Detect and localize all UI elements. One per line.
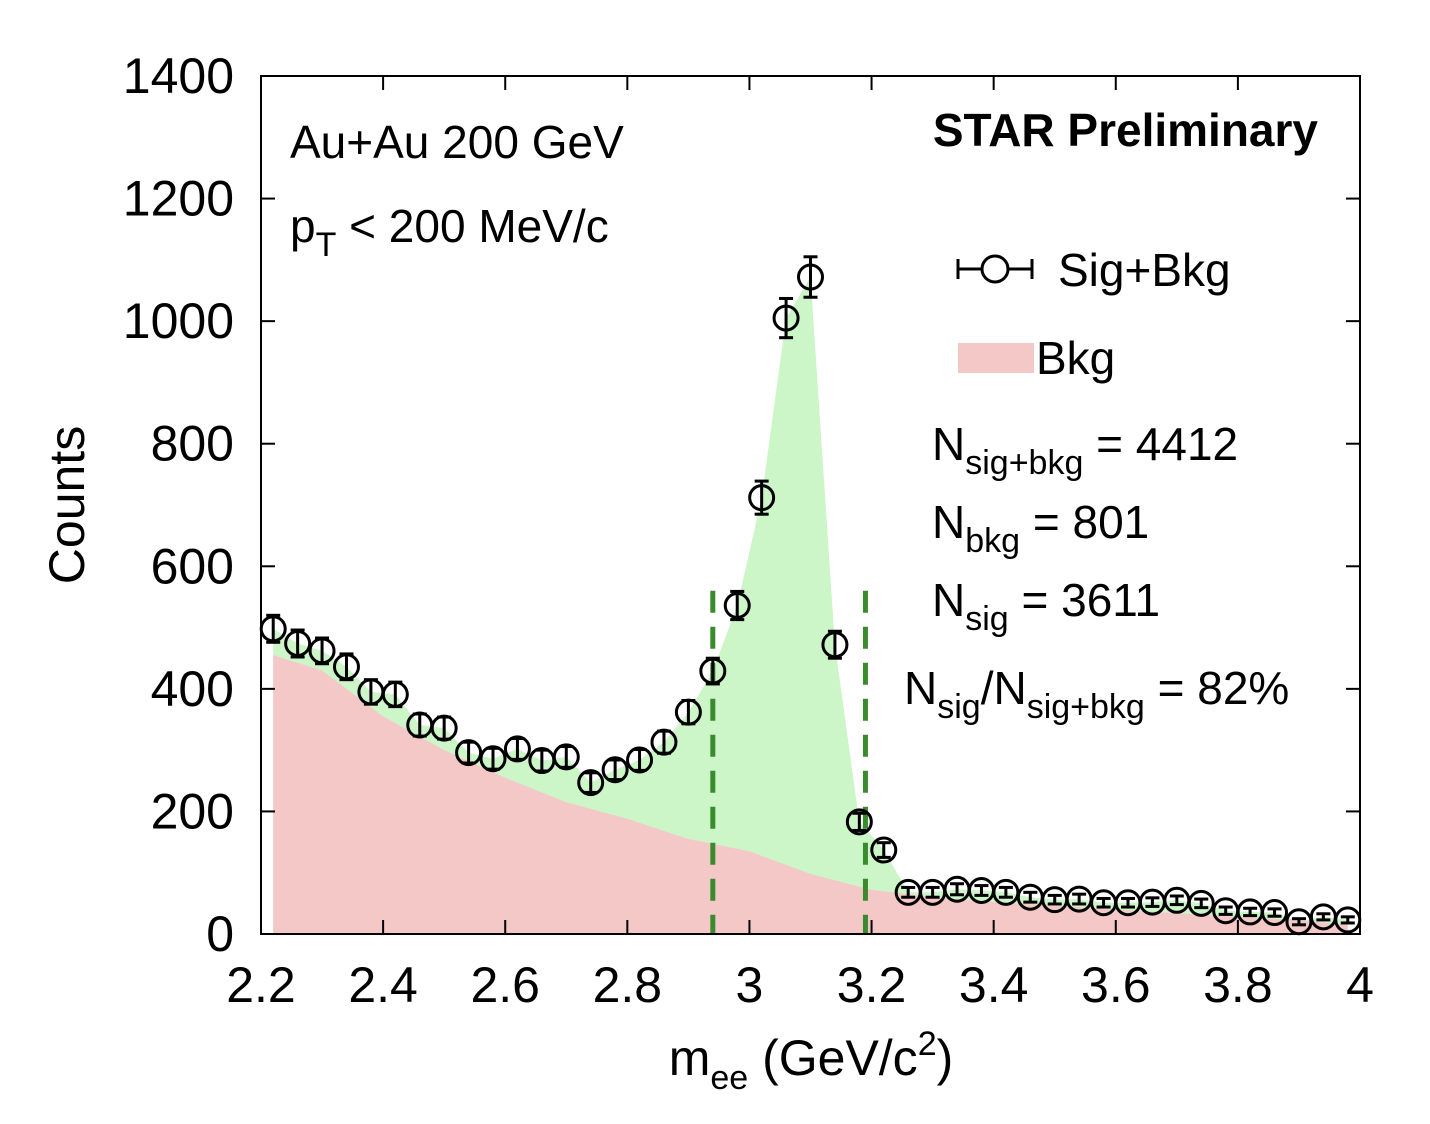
legend-label-bkg: Bkg [1036, 332, 1115, 384]
mass-window-lines [710, 590, 868, 934]
x-tick-label: 4 [1346, 957, 1374, 1013]
data-point [650, 728, 678, 756]
data-point [381, 680, 409, 709]
data-point [772, 296, 800, 340]
data-point [455, 739, 483, 767]
x-tick-label: 2.4 [348, 957, 418, 1013]
n-bkg-label: Nbkg = 801 [932, 496, 1149, 560]
n-sig-label: Nsig = 3611 [932, 574, 1160, 638]
x-tick-label: 2.6 [470, 957, 540, 1013]
legend-marker-sigbkg [956, 254, 1034, 284]
data-point [1261, 899, 1289, 927]
y-tick-label: 800 [151, 416, 234, 472]
data-point [552, 743, 580, 771]
x-ticks: 2.2 2.4 2.6 2.8 3 3.2 3.4 3.6 3.8 4 [226, 76, 1374, 1013]
legend-label-sigbkg: Sig+Bkg [1058, 244, 1231, 296]
data-point [1236, 898, 1264, 926]
data-point [430, 714, 458, 742]
data-points [259, 255, 1362, 936]
y-axis-title: Counts [39, 426, 95, 584]
x-tick-label: 2.8 [593, 957, 663, 1013]
data-point [479, 745, 507, 773]
x-tick-label: 2.2 [226, 957, 296, 1013]
data-point [797, 255, 824, 299]
data-point [357, 678, 385, 706]
y-tick-label: 600 [151, 538, 234, 594]
background-area [273, 655, 1348, 934]
data-point [503, 735, 531, 763]
n-sigbkg-label: Nsig+bkg = 4412 [932, 418, 1238, 482]
x-tick-label: 3.8 [1203, 957, 1273, 1013]
data-point [626, 746, 654, 774]
data-point [845, 808, 873, 836]
y-tick-label: 1200 [123, 171, 234, 227]
data-point [699, 656, 727, 686]
legend-swatch-bkg [958, 343, 1034, 373]
data-point [919, 878, 947, 906]
y-ticks: 0 200 400 600 800 1000 1200 1400 [123, 48, 1360, 962]
legend: Sig+Bkg Bkg [956, 244, 1231, 384]
data-point [992, 878, 1020, 906]
data-point [674, 698, 702, 726]
ratio-label: Nsig/Nsig+bkg = 82% [904, 662, 1289, 726]
x-axis-title: mee (GeV/c2) [669, 1025, 954, 1097]
data-point [870, 836, 898, 864]
x-tick-label: 3 [736, 957, 764, 1013]
y-tick-label: 1000 [123, 293, 234, 349]
y-tick-label: 200 [151, 783, 234, 839]
data-point [308, 636, 336, 666]
y-tick-label: 1400 [123, 48, 234, 104]
x-tick-label: 3.6 [1081, 957, 1151, 1013]
y-tick-label: 400 [151, 661, 234, 717]
data-point [723, 589, 751, 622]
plot-frame [260, 75, 1361, 935]
data-point [284, 628, 312, 659]
data-point [259, 613, 287, 644]
data-point [748, 479, 776, 516]
data-point [1187, 889, 1215, 917]
pt-cut-label: pT < 200 MeV/c [290, 200, 609, 264]
collision-label: Au+Au 200 GeV [290, 116, 624, 168]
plot-area [259, 255, 1362, 936]
data-point [332, 652, 360, 682]
data-point [577, 769, 605, 797]
data-point [821, 629, 849, 660]
x-tick-label: 3.2 [837, 957, 907, 1013]
preliminary-label: STAR Preliminary [933, 104, 1319, 156]
y-tick-label: 0 [206, 906, 234, 962]
data-point [601, 756, 629, 784]
x-tick-label: 3.4 [959, 957, 1029, 1013]
